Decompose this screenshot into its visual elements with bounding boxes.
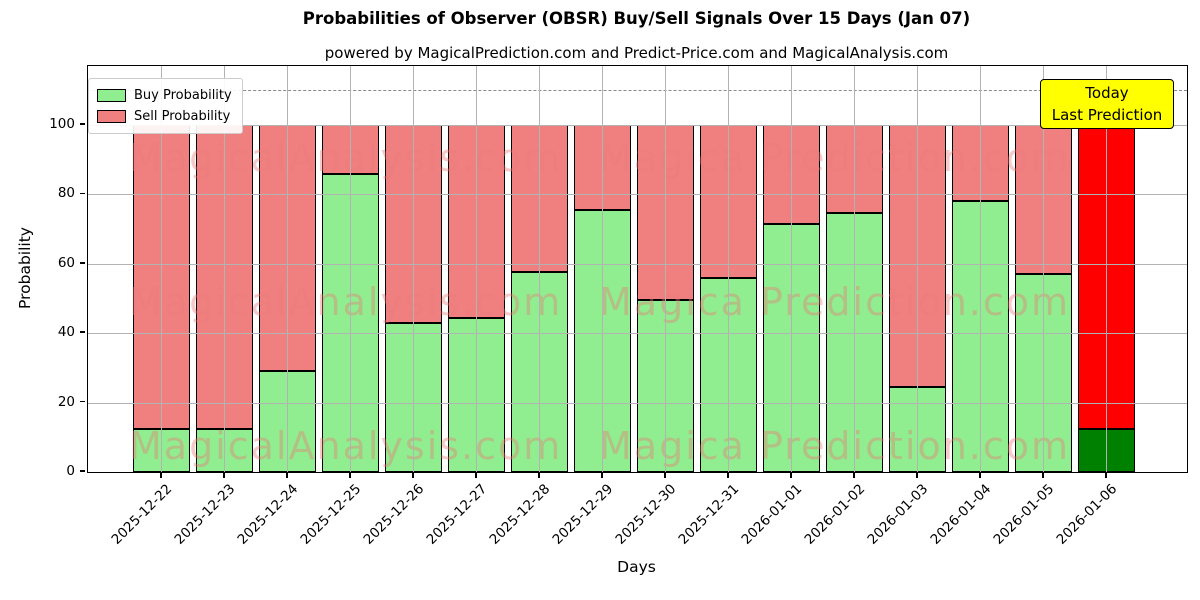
x-tick-label: 2026-01-03: [864, 481, 932, 548]
x-tick-label: 2025-12-28: [486, 481, 554, 548]
x-tick-mark: [1105, 473, 1107, 478]
gridline-vertical: [1106, 66, 1107, 472]
gridline-vertical: [665, 66, 666, 472]
y-tick-label: 60: [57, 254, 75, 271]
x-tick-mark: [727, 473, 729, 478]
x-tick-mark: [223, 473, 225, 478]
legend-entry-buy: Buy Probability: [97, 85, 232, 106]
gridline-vertical: [791, 66, 792, 472]
gridline-horizontal: [88, 194, 1187, 196]
x-tick-label: 2026-01-06: [1053, 481, 1121, 548]
y-tick-mark: [80, 123, 85, 125]
watermark-text: MagicalAnalysis.com: [129, 280, 563, 324]
y-tick-mark: [80, 470, 85, 472]
gridline-vertical: [980, 66, 981, 472]
gridline-vertical: [224, 66, 225, 472]
x-tick-mark: [790, 473, 792, 478]
chart-subtitle: powered by MagicalPrediction.com and Pre…: [324, 44, 949, 62]
gridline-vertical: [350, 66, 351, 472]
gridline-vertical: [602, 66, 603, 472]
x-tick-label: 2025-12-27: [423, 481, 491, 548]
today-annotation-line1: Today: [1085, 84, 1129, 102]
x-tick-label: 2026-01-01: [738, 481, 806, 548]
gridline-vertical: [854, 66, 855, 472]
y-tick-label: 100: [49, 115, 75, 132]
x-tick-label: 2026-01-04: [927, 481, 995, 548]
gridline-vertical: [917, 66, 918, 472]
x-tick-label: 2025-12-25: [297, 481, 365, 548]
today-annotation-line2: Last Prediction: [1051, 106, 1163, 124]
y-tick-mark: [80, 331, 85, 333]
watermark-text: Magica Prediction.com: [599, 280, 1071, 324]
x-tick-mark: [160, 473, 162, 478]
y-tick-label: 20: [57, 393, 75, 410]
today-annotation: Today Last Prediction: [1040, 79, 1174, 129]
gridline-vertical: [1043, 66, 1044, 472]
x-tick-mark: [412, 473, 414, 478]
x-tick-label: 2026-01-02: [801, 481, 869, 548]
gridline-vertical: [161, 66, 162, 472]
y-axis-label: Probability: [16, 227, 34, 309]
x-tick-mark: [853, 473, 855, 478]
x-tick-mark: [979, 473, 981, 478]
y-tick-mark: [80, 262, 85, 264]
gridline-vertical: [728, 66, 729, 472]
legend-sell-label: Sell Probability: [134, 109, 231, 124]
y-tick-mark: [80, 400, 85, 403]
x-tick-label: 2025-12-30: [612, 481, 680, 548]
gridline-horizontal: [88, 263, 1187, 265]
x-tick-mark: [601, 473, 603, 478]
gridline-vertical: [413, 66, 414, 472]
plot-area: MagicalAnalysis.com Magica Prediction.com…: [87, 65, 1188, 473]
y-tick-label: 0: [66, 463, 75, 479]
gridline-horizontal: [88, 333, 1187, 335]
legend-buy-swatch: [97, 89, 126, 102]
x-tick-mark: [664, 473, 666, 478]
x-tick-label: 2026-01-05: [990, 481, 1058, 548]
watermark-text: Magica Prediction.com: [599, 424, 1071, 468]
x-axis-label: Days: [617, 558, 656, 576]
watermark-text: Magica Prediction.com: [599, 136, 1071, 180]
legend: Buy Probability Sell Probability: [88, 78, 243, 134]
x-tick-label: 2025-12-26: [360, 481, 428, 548]
x-tick-mark: [916, 473, 918, 478]
x-tick-label: 2025-12-22: [108, 481, 176, 548]
x-tick-label: 2025-12-23: [171, 481, 239, 548]
x-tick-mark: [475, 473, 477, 478]
y-tick-label: 40: [57, 324, 75, 341]
gridline-vertical: [287, 66, 288, 472]
y-tick-mark: [80, 192, 85, 195]
x-tick-mark: [286, 473, 288, 478]
dashed-threshold-line: [88, 90, 1187, 92]
y-tick-label: 80: [57, 185, 75, 202]
legend-buy-label: Buy Probability: [134, 88, 232, 103]
x-tick-label: 2025-12-24: [234, 481, 302, 548]
chart-title: Probabilities of Observer (OBSR) Buy/Sel…: [302, 9, 971, 28]
x-tick-mark: [538, 473, 540, 478]
gridline-horizontal: [88, 402, 1187, 404]
watermark-text: MagicalAnalysis.com: [129, 424, 563, 468]
x-tick-label: 2025-12-29: [549, 481, 617, 548]
x-tick-label: 2025-12-31: [675, 481, 743, 548]
legend-sell-swatch: [97, 110, 126, 123]
x-tick-mark: [1042, 473, 1044, 478]
x-tick-mark: [349, 473, 351, 478]
gridline-vertical: [539, 66, 540, 472]
legend-entry-sell: Sell Probability: [97, 106, 232, 127]
gridline-vertical: [476, 66, 477, 472]
watermark-text: MagicalAnalysis.com: [129, 136, 563, 180]
gridline-horizontal: [88, 124, 1187, 126]
